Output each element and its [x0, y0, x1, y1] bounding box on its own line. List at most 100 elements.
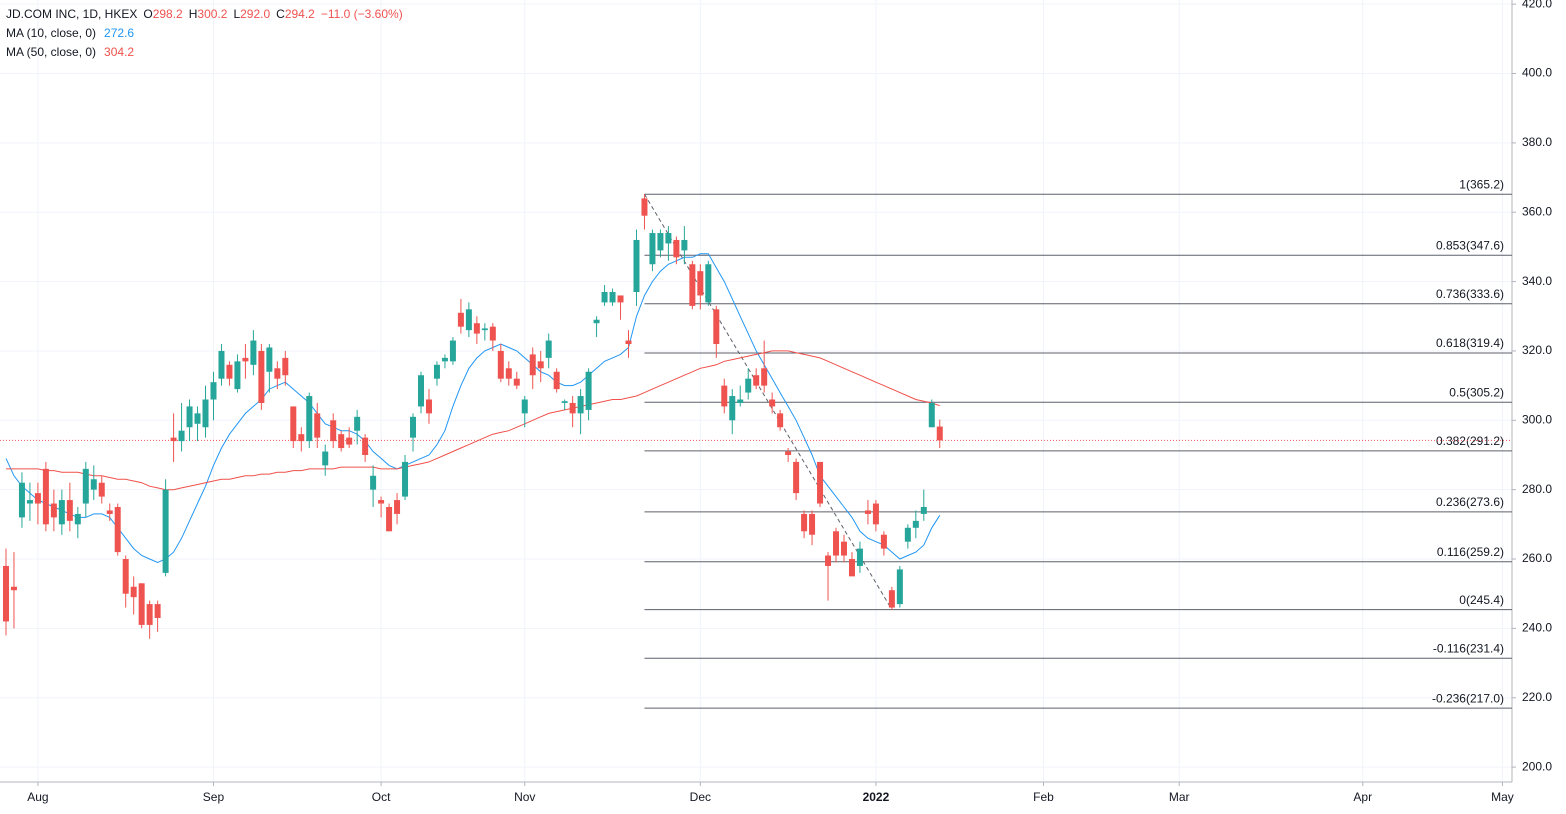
candle-body [864, 510, 871, 514]
candle-body [42, 468, 49, 525]
ohlc-key: C [276, 7, 285, 21]
y-tick-label: 360.0 [1522, 204, 1552, 218]
candle-body [513, 378, 520, 386]
symbol-title: JD.COM INC, 1D, HKEX [6, 7, 138, 21]
candle-body [162, 489, 169, 573]
candle-body [90, 479, 97, 490]
candle-body [314, 413, 321, 438]
candle-body [330, 420, 337, 442]
candle-body [410, 416, 417, 438]
x-tick-label: Mar [1169, 790, 1190, 804]
candle-body [266, 347, 273, 372]
x-tick-label: Dec [690, 790, 711, 804]
ohlc-value: 292.0 [240, 7, 271, 21]
fib-label: 1(365.2) [1459, 177, 1504, 191]
candle-body [489, 326, 496, 341]
candle-body [50, 503, 57, 518]
candle-body [617, 295, 624, 303]
ohlc-key: H [188, 7, 198, 21]
candle-body [34, 493, 41, 504]
candle-body [354, 416, 361, 431]
x-tick-label: Aug [27, 790, 48, 804]
x-tick-label: Sep [203, 790, 225, 804]
candle-body [537, 361, 544, 369]
candle-body [896, 569, 903, 605]
y-tick-label: 380.0 [1522, 135, 1552, 149]
candle-body [521, 399, 528, 414]
candle-body [585, 371, 592, 410]
fib-label: 0.618(319.4) [1436, 336, 1504, 350]
candle-body [481, 328, 488, 331]
candle-body [721, 385, 728, 407]
candle-body [729, 396, 736, 421]
legend-value: 272.6 [104, 26, 135, 40]
candle-body [457, 312, 464, 327]
candle-body [505, 368, 512, 379]
x-tick-label: Apr [1353, 790, 1372, 804]
ohlc-value: 294.2 [284, 7, 315, 21]
legend-row: JD.COM INC, 1D, HKEX O298.2 H300.2 L292.0 C2… [6, 5, 403, 24]
candle-body [346, 437, 353, 445]
candle-body [904, 527, 911, 542]
candle-body [888, 590, 895, 608]
candle-body [833, 531, 840, 556]
price-change: −11.0 (−3.60%) [320, 7, 403, 21]
y-tick-label: 240.0 [1522, 621, 1552, 635]
fib-trend-line [644, 193, 893, 610]
fib-label: 0.236(273.6) [1436, 495, 1504, 509]
candle-body [202, 399, 209, 428]
y-tick-label: 220.0 [1522, 690, 1552, 704]
fib-label: 0.853(347.6) [1436, 238, 1504, 252]
candle-body [569, 402, 576, 414]
candle-body [920, 506, 927, 514]
candle-body [449, 340, 456, 362]
candle-body [98, 482, 105, 497]
candle-body [322, 451, 329, 466]
candle-body [649, 233, 656, 265]
candle-body [274, 368, 281, 379]
candle-body [362, 437, 369, 455]
candle-body [793, 461, 800, 494]
candle-body [258, 350, 265, 403]
ohlc-value: 298.2 [152, 7, 183, 21]
candle-body [713, 309, 720, 345]
candle-body [769, 399, 776, 407]
candle-body [58, 500, 65, 525]
candle-body [378, 500, 385, 504]
candle-body [298, 434, 305, 442]
legend-name: MA (10, close, 0) [6, 26, 97, 40]
candle-body [282, 357, 289, 376]
fib-label: 0.116(259.2) [1437, 545, 1504, 559]
candle-body [497, 350, 504, 379]
candle-body [130, 586, 137, 598]
fib-label: 0.736(333.6) [1436, 287, 1504, 301]
candle-body [122, 559, 129, 594]
candle-body [74, 513, 81, 525]
candle-body [657, 233, 664, 251]
candle-body [673, 239, 680, 258]
candle-body [106, 510, 113, 514]
candle-body [26, 500, 33, 504]
ohlc-key: L [233, 7, 241, 21]
candle-body [593, 319, 600, 324]
candle-body [146, 604, 153, 625]
x-tick-label: Nov [514, 790, 535, 804]
candle-body [370, 475, 377, 490]
candle-body [553, 371, 560, 390]
candle-body [641, 198, 648, 216]
candle-body [170, 437, 177, 442]
candle-body [577, 396, 584, 414]
y-tick-label: 400.0 [1522, 66, 1552, 80]
y-tick-label: 200.0 [1522, 759, 1552, 773]
candle-body [848, 559, 855, 577]
x-tick-label: Oct [372, 790, 391, 804]
candle-body [872, 503, 879, 525]
candle-body [417, 375, 424, 407]
candle-body [290, 406, 297, 442]
candle-body [601, 291, 608, 303]
y-tick-label: 300.0 [1522, 412, 1552, 426]
candle-body [912, 520, 919, 528]
fib-label: 0.5(305.2) [1449, 385, 1504, 399]
candle-body [801, 513, 808, 532]
